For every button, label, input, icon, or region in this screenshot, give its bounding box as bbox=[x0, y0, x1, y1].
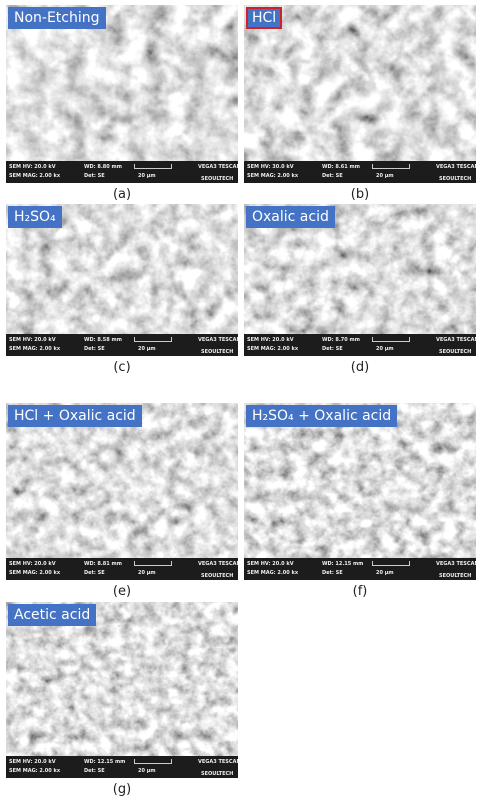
mag-text: SEM MAG: 2.00 kx bbox=[9, 768, 61, 774]
det-text: Det: SE bbox=[322, 346, 343, 352]
scale-text: 20 μm bbox=[376, 570, 394, 576]
wd-text: WD: 8.58 mm bbox=[84, 337, 122, 343]
hv-text: SEM HV: 30.0 kV bbox=[247, 164, 294, 170]
hv-text: SEM HV: 20.0 kV bbox=[247, 561, 294, 567]
info-bar: SEM HV: 20.0 kV WD: 12.15 mm VEGA3 TESCAN S… bbox=[6, 756, 238, 778]
wd-text: WD: 8.70 mm bbox=[322, 337, 360, 343]
micrograph-texture bbox=[6, 602, 238, 778]
hv-text: SEM HV: 20.0 kV bbox=[9, 164, 56, 170]
micrograph-texture bbox=[244, 204, 476, 356]
micrograph-texture bbox=[244, 403, 476, 580]
caption: (d) bbox=[350, 360, 370, 375]
scale-bar bbox=[134, 561, 172, 566]
sem-image: H₂SO₄ + Oxalic acid SEM HV: 20.0 kV WD: 12… bbox=[244, 403, 476, 580]
micrograph-texture bbox=[6, 5, 238, 183]
caption: (g) bbox=[112, 782, 132, 797]
scale-text: 20 μm bbox=[138, 346, 156, 352]
sem-image: Acetic acid SEM HV: 20.0 kV WD: 12.15 mm VE… bbox=[6, 602, 238, 778]
scale-text: 20 μm bbox=[138, 173, 156, 179]
hv-text: SEM HV: 20.0 kV bbox=[9, 337, 56, 343]
det-text: Det: SE bbox=[84, 768, 105, 774]
hv-text: SEM HV: 20.0 kV bbox=[9, 759, 56, 765]
det-text: Det: SE bbox=[322, 173, 343, 179]
vendor-text: VEGA3 TESCAN bbox=[436, 164, 476, 170]
hv-text: SEM HV: 20.0 kV bbox=[9, 561, 56, 567]
sem-image: H₂SO₄ SEM HV: 20.0 kV WD: 8.58 mm VEGA3 TES… bbox=[6, 204, 238, 356]
scale-bar bbox=[372, 561, 410, 566]
caption: (e) bbox=[112, 584, 132, 599]
mag-text: SEM MAG: 2.00 kx bbox=[9, 346, 61, 352]
wd-text: WD: 12.15 mm bbox=[84, 759, 126, 765]
sem-image: Oxalic acid SEM HV: 20.0 kV WD: 8.70 mm VEG… bbox=[244, 204, 476, 356]
scale-bar bbox=[372, 337, 410, 342]
caption: (a) bbox=[112, 187, 132, 202]
vendor-text: VEGA3 TESCAN bbox=[198, 337, 238, 343]
wd-text: WD: 8.81 mm bbox=[84, 561, 122, 567]
info-bar: SEM HV: 20.0 kV WD: 8.58 mm VEGA3 TESCAN SE… bbox=[6, 334, 238, 356]
scale-bar bbox=[134, 759, 172, 764]
org-text: SEOULTECH bbox=[439, 176, 472, 182]
wd-text: WD: 12.15 mm bbox=[322, 561, 364, 567]
etchant-label: Acetic acid bbox=[8, 604, 97, 626]
org-text: SEOULTECH bbox=[201, 771, 234, 777]
etchant-label: HCl bbox=[246, 7, 283, 29]
info-bar: SEM HV: 20.0 kV WD: 8.80 mm VEGA3 TESCAN SE… bbox=[6, 161, 238, 183]
info-bar: SEM HV: 20.0 kV WD: 12.15 mm VEGA3 TESCAN S… bbox=[244, 558, 476, 580]
mag-text: SEM MAG: 2.00 kx bbox=[9, 173, 61, 179]
org-text: SEOULTECH bbox=[201, 349, 234, 355]
det-text: Det: SE bbox=[84, 570, 105, 576]
sem-image: HCl SEM HV: 30.0 kV WD: 8.61 mm VEGA3 TESCA… bbox=[244, 5, 476, 183]
micrograph-texture bbox=[6, 204, 238, 356]
caption: (c) bbox=[113, 360, 131, 375]
det-text: Det: SE bbox=[322, 570, 343, 576]
org-text: SEOULTECH bbox=[201, 573, 234, 579]
caption: (f) bbox=[352, 584, 368, 599]
vendor-text: VEGA3 TESCAN bbox=[198, 164, 238, 170]
scale-bar bbox=[134, 164, 172, 169]
etchant-label: HCl + Oxalic acid bbox=[8, 405, 142, 427]
wd-text: WD: 8.61 mm bbox=[322, 164, 360, 170]
scale-text: 20 μm bbox=[376, 346, 394, 352]
mag-text: SEM MAG: 2.00 kx bbox=[9, 570, 61, 576]
etchant-label: Oxalic acid bbox=[246, 206, 335, 228]
info-bar: SEM HV: 20.0 kV WD: 8.70 mm VEGA3 TESCAN SE… bbox=[244, 334, 476, 356]
org-text: SEOULTECH bbox=[439, 573, 472, 579]
mag-text: SEM MAG: 2.00 kx bbox=[247, 173, 299, 179]
etchant-label: H₂SO₄ + Oxalic acid bbox=[246, 405, 398, 427]
scale-text: 20 μm bbox=[138, 768, 156, 774]
org-text: SEOULTECH bbox=[201, 176, 234, 182]
hv-text: SEM HV: 20.0 kV bbox=[247, 337, 294, 343]
mag-text: SEM MAG: 2.00 kx bbox=[247, 346, 299, 352]
caption: (b) bbox=[350, 187, 370, 202]
vendor-text: VEGA3 TESCAN bbox=[436, 561, 476, 567]
wd-text: WD: 8.80 mm bbox=[84, 164, 122, 170]
micrograph-texture bbox=[244, 5, 476, 183]
scale-bar bbox=[372, 164, 410, 169]
scale-bar bbox=[134, 337, 172, 342]
sem-image: Non-Etching SEM HV: 20.0 kV WD: 8.80 mm VEG… bbox=[6, 5, 238, 183]
scale-text: 20 μm bbox=[376, 173, 394, 179]
vendor-text: VEGA3 TESCAN bbox=[198, 561, 238, 567]
etchant-label: Non-Etching bbox=[8, 7, 106, 29]
info-bar: SEM HV: 30.0 kV WD: 8.61 mm VEGA3 TESCAN SE… bbox=[244, 161, 476, 183]
mag-text: SEM MAG: 2.00 kx bbox=[247, 570, 299, 576]
org-text: SEOULTECH bbox=[439, 349, 472, 355]
vendor-text: VEGA3 TESCAN bbox=[436, 337, 476, 343]
scale-text: 20 μm bbox=[138, 570, 156, 576]
det-text: Det: SE bbox=[84, 173, 105, 179]
info-bar: SEM HV: 20.0 kV WD: 8.81 mm VEGA3 TESCAN SE… bbox=[6, 558, 238, 580]
det-text: Det: SE bbox=[84, 346, 105, 352]
micrograph-texture bbox=[6, 403, 238, 580]
etchant-label: H₂SO₄ bbox=[8, 206, 62, 228]
vendor-text: VEGA3 TESCAN bbox=[198, 759, 238, 765]
sem-image: HCl + Oxalic acid SEM HV: 20.0 kV WD: 8.81… bbox=[6, 403, 238, 580]
